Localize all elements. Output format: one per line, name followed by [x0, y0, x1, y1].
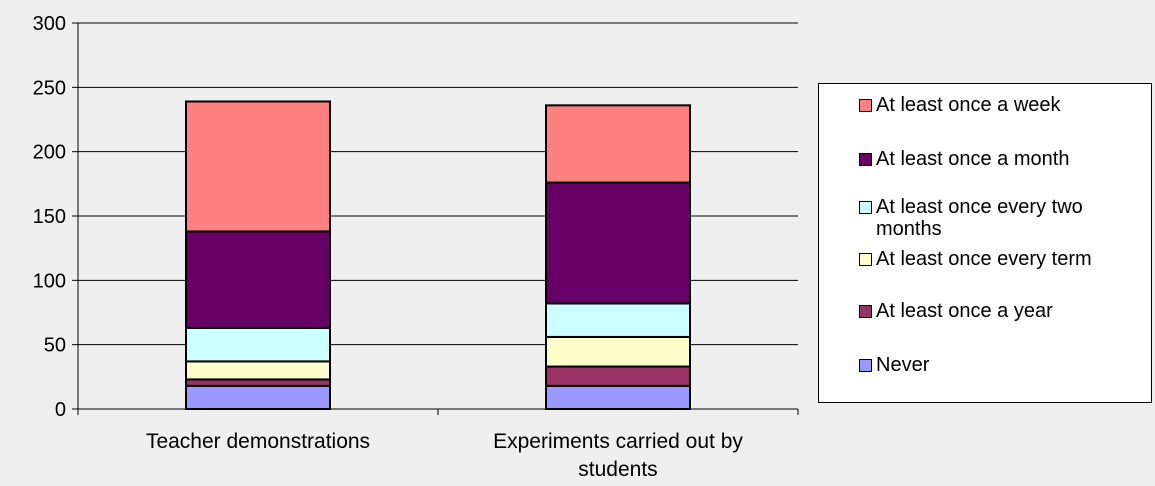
bar-segment — [545, 104, 691, 184]
legend: At least once a week At least once a mon… — [818, 83, 1152, 403]
y-tick-labels: 0 50 100 150 200 250 300 — [33, 13, 66, 421]
legend-item-month: At least once a month — [859, 148, 1149, 170]
bar-segment — [545, 365, 691, 387]
y-tick-label: 0 — [55, 399, 66, 421]
x-category-labels: Teacher demonstrations Experiments carrie… — [146, 430, 743, 481]
bars — [185, 100, 691, 410]
bar-segment — [545, 335, 691, 368]
bar-segment — [185, 360, 331, 381]
y-tick-label: 250 — [33, 77, 66, 99]
legend-swatch-term — [859, 253, 872, 266]
bar-segment — [545, 384, 691, 410]
legend-item-two-months: At least once every two months — [859, 196, 1139, 240]
bar-segment — [185, 230, 331, 329]
bar-segment — [545, 302, 691, 338]
axes — [72, 22, 799, 415]
legend-item-term: At least once every term — [859, 248, 1149, 270]
legend-item-never: Never — [859, 354, 1149, 376]
legend-label-never: Never — [876, 354, 930, 376]
legend-label-month: At least once a month — [876, 148, 1070, 170]
x-category-label: Teacher demonstrations — [146, 430, 370, 453]
y-tick-label: 100 — [33, 270, 66, 292]
legend-swatch-week — [859, 99, 872, 112]
legend-label-year: At least once a year — [876, 300, 1053, 322]
bar-segment — [185, 100, 331, 233]
legend-swatch-never — [859, 359, 872, 372]
legend-label-week: At least once a week — [876, 94, 1061, 116]
y-tick-label: 150 — [33, 206, 66, 228]
bar-segment — [545, 181, 691, 305]
bar-segment — [185, 384, 331, 410]
legend-swatch-year — [859, 305, 872, 318]
y-tick-label: 200 — [33, 142, 66, 164]
legend-label-term: At least once every term — [876, 248, 1092, 270]
legend-item-week: At least once a week — [859, 94, 1149, 116]
legend-label-two-months: At least once every two months — [876, 196, 1083, 240]
legend-item-year: At least once a year — [859, 300, 1149, 322]
y-tick-label: 300 — [33, 13, 66, 35]
x-category-label: Experiments carried out by students — [493, 430, 743, 481]
legend-swatch-two-months — [859, 201, 872, 214]
y-tick-label: 50 — [44, 335, 66, 357]
bar-segment — [185, 326, 331, 363]
legend-swatch-month — [859, 153, 872, 166]
